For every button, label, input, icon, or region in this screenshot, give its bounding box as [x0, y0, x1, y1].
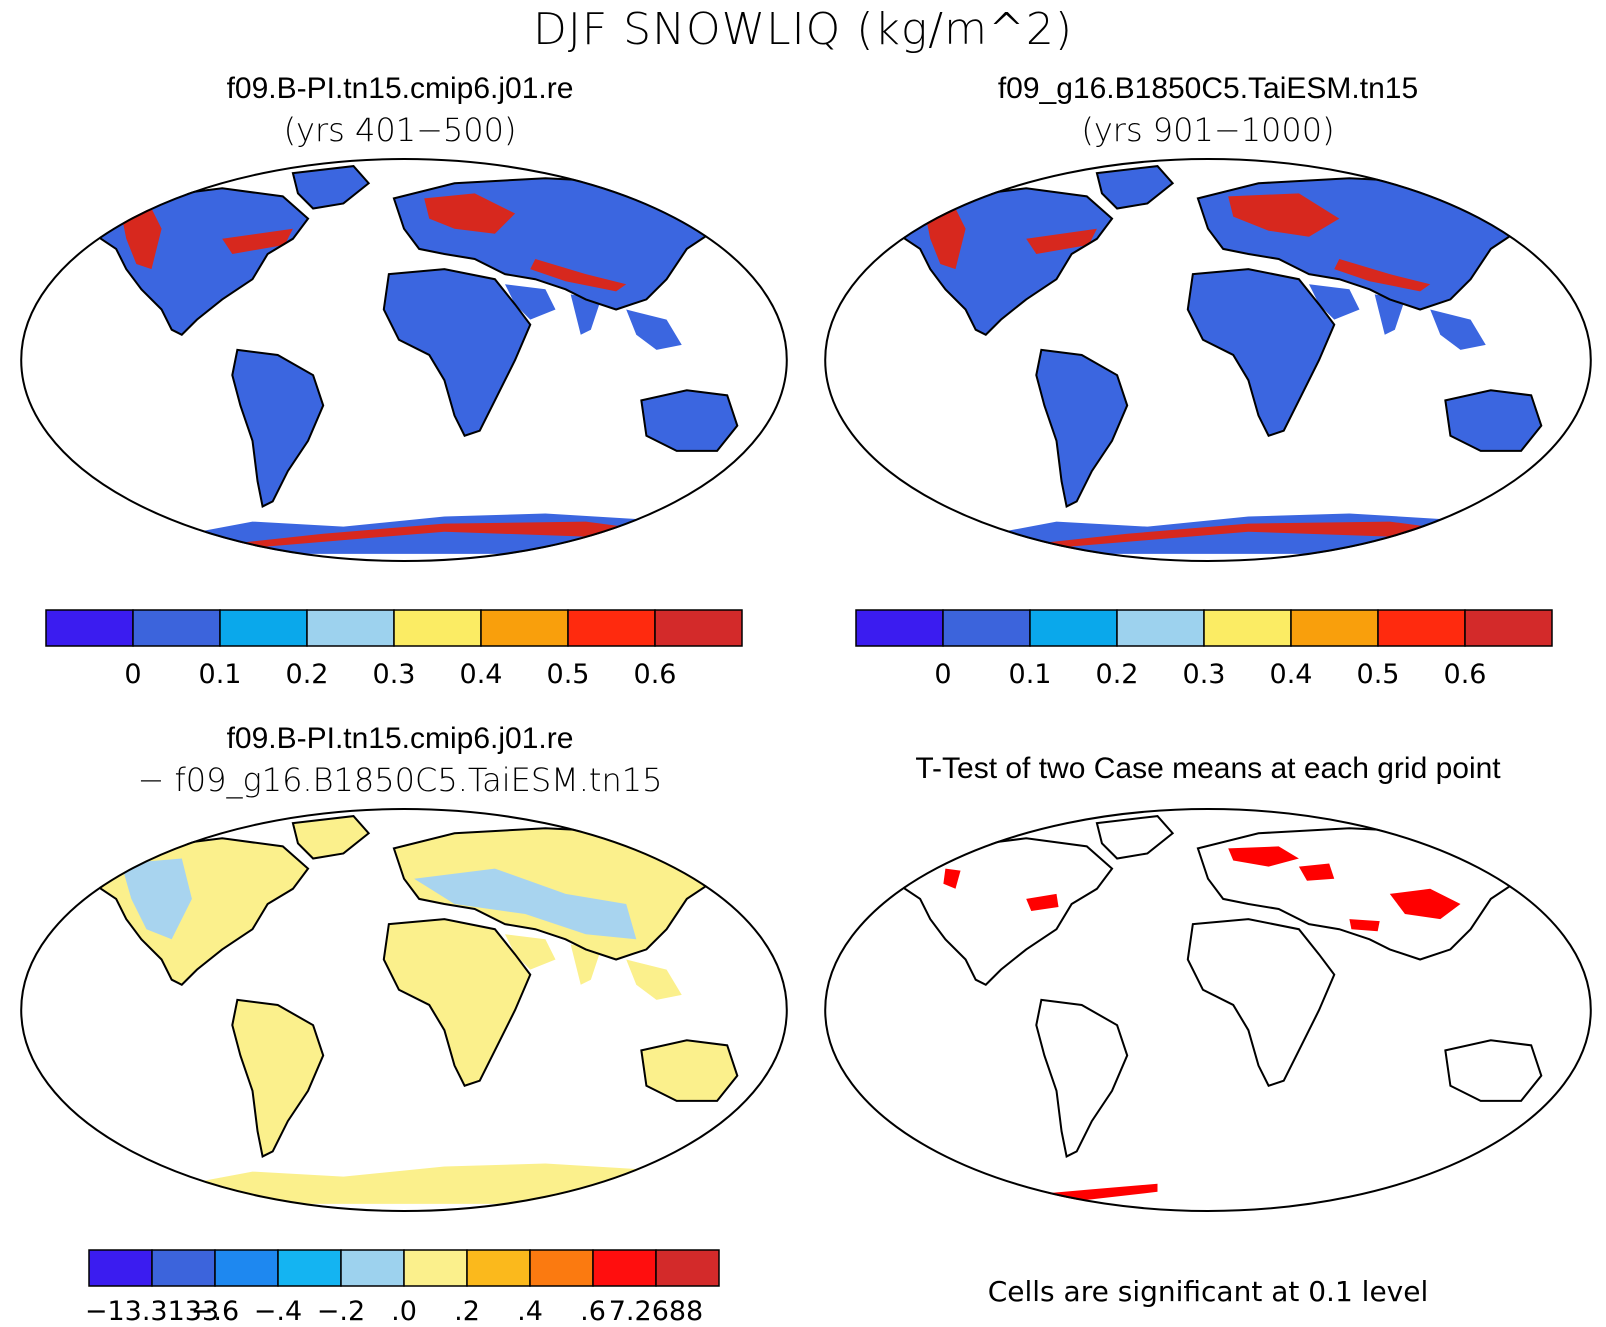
diff-blue-areas: [121, 858, 637, 940]
colorbar-tick-label: 7.2688: [609, 1296, 703, 1327]
colorbar-swatch: [466, 1249, 531, 1287]
colorbar-swatch: [88, 1249, 153, 1287]
panel-1-map: [20, 158, 788, 562]
snow-hotspots: [925, 193, 1481, 552]
colorbar-tick-label: 0.3: [373, 659, 416, 688]
colorbar-tick-label: 0.1: [199, 659, 242, 688]
snow-hotspots: [121, 193, 677, 552]
panel-1-subtitle: (yrs 401−500): [283, 111, 517, 149]
colorbar-tick-label: −.6: [191, 1296, 239, 1327]
colorbar-swatch: [855, 609, 944, 647]
colorbar-swatch: [1464, 609, 1553, 647]
colorbar-swatch: [567, 609, 656, 647]
colorbar-tick-label: .6: [580, 1296, 606, 1327]
panel-1-title: f09.B-PI.tn15.cmip6.j01.re: [226, 72, 574, 105]
colorbar-swatch: [1290, 609, 1379, 647]
colorbar-tick-label: 0.3: [1183, 659, 1226, 688]
colorbar-swatch: [340, 1249, 405, 1287]
colorbar-swatch: [1116, 609, 1205, 647]
colorbar-swatch: [654, 609, 743, 647]
colorbar-swatch: [480, 609, 569, 647]
colorbar-swatch: [529, 1249, 594, 1287]
panel-4-title: T-Test of two Case means at each grid po…: [915, 752, 1501, 785]
colorbar-swatch: [151, 1249, 216, 1287]
panel-3-map: [20, 808, 788, 1212]
colorbar-tick-label: −13.3133: [85, 1296, 219, 1327]
figure-title: DJF SNOWLIQ (kg/m^2): [532, 4, 1073, 55]
colorbar-tick-label: 0.6: [1444, 659, 1487, 688]
colorbar-tick-label: 0: [124, 659, 141, 688]
colorbar-swatch: [1203, 609, 1292, 647]
panel-2-subtitle: (yrs 901−1000): [1081, 111, 1335, 149]
colorbar-swatch: [45, 609, 134, 647]
colorbar-tick-label: 0.5: [1357, 659, 1400, 688]
colorbar-swatch: [592, 1249, 657, 1287]
panel-3-title: f09.B-PI.tn15.cmip6.j01.re: [226, 722, 574, 755]
colorbar-tick-label: 0.2: [286, 659, 329, 688]
colorbar-swatch: [306, 609, 395, 647]
colorbar-swatch: [214, 1249, 279, 1287]
panel-2-title: f09_g16.B1850C5.TaiESM.tn15: [997, 72, 1419, 105]
colorbar-swatch: [277, 1249, 342, 1287]
colorbar-tick-label: 0.4: [1270, 659, 1313, 688]
significance-note: Cells are significant at 0.1 level: [987, 1275, 1429, 1308]
colorbar-tick-label: .4: [517, 1296, 543, 1327]
colorbar-swatch: [219, 609, 308, 647]
panel-2-map: [824, 158, 1592, 562]
colorbar-swatch: [403, 1249, 468, 1287]
colorbar-2: 0 0.1 0.2 0.3 0.4 0.5 0.6: [855, 609, 1553, 688]
colorbar-swatch: [1029, 609, 1118, 647]
colorbar-swatch: [942, 609, 1031, 647]
colorbar-tick-label: −.4: [254, 1296, 302, 1327]
colorbar-tick-label: 0.2: [1096, 659, 1139, 688]
colorbar-swatch: [132, 609, 221, 647]
colorbar-tick-label: 0.1: [1009, 659, 1052, 688]
colorbar-swatch: [1377, 609, 1466, 647]
colorbar-3: −13.3133−.6 −.4 −.2 .0 .2 .4 .6 7.2688: [85, 1249, 720, 1327]
colorbar-swatch: [393, 609, 482, 647]
colorbar-tick-label: .2: [454, 1296, 480, 1327]
colorbar-tick-label: 0.5: [547, 659, 590, 688]
colorbar-tick-label: 0: [934, 659, 951, 688]
panel-4-map: [824, 808, 1592, 1212]
panel-3-subtitle: − f09_g16.B1850C5.TaiESM.tn15: [137, 761, 663, 799]
colorbar-1: 0 0.1 0.2 0.3 0.4 0.5 0.6: [45, 609, 743, 688]
colorbar-tick-label: −.2: [317, 1296, 365, 1327]
colorbar-tick-label: 0.6: [634, 659, 677, 688]
colorbar-swatch: [655, 1249, 720, 1287]
colorbar-tick-label: 0.4: [460, 659, 503, 688]
colorbar-tick-label: .0: [391, 1296, 417, 1327]
